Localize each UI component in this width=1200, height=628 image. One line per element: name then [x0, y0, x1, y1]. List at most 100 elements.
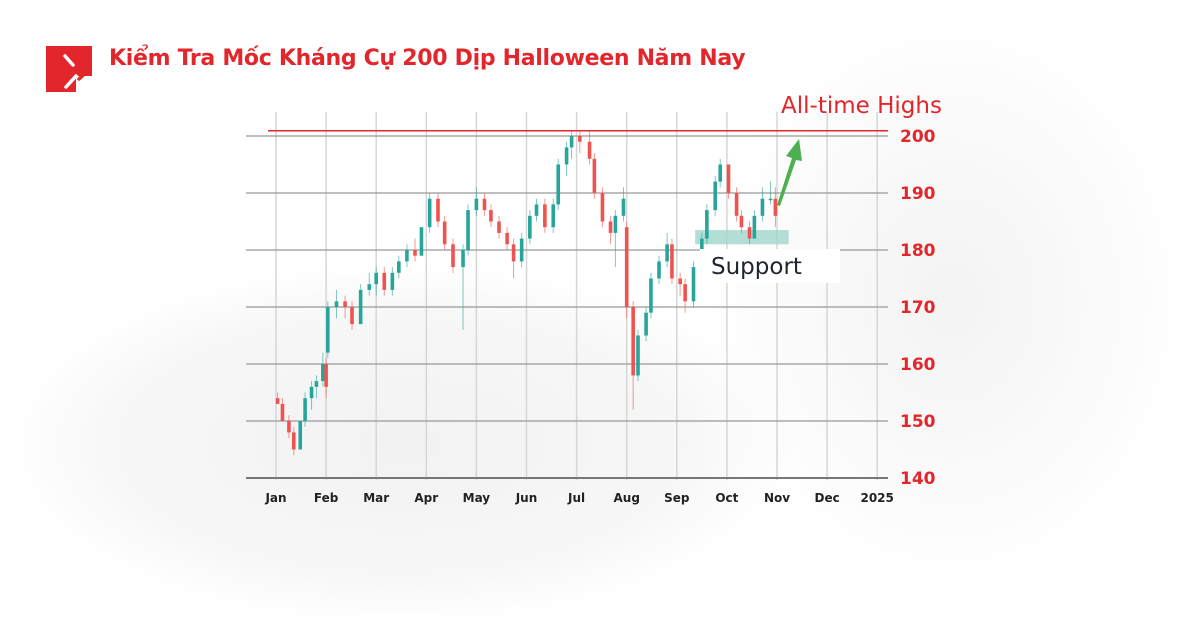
candle-body	[287, 421, 291, 433]
candle	[350, 301, 354, 330]
candle	[734, 187, 739, 222]
x-tick-label: Jan	[264, 491, 286, 505]
candle-body	[350, 307, 354, 325]
candle	[613, 210, 618, 268]
candle	[683, 278, 687, 313]
candle	[608, 215, 613, 245]
all-time-highs-label: All-time Highs	[781, 93, 942, 119]
candle	[321, 352, 325, 387]
candle	[713, 175, 718, 216]
candle-body	[326, 307, 330, 353]
candle-body	[752, 215, 757, 239]
candle	[390, 267, 395, 296]
candle-body	[489, 210, 493, 222]
candle	[324, 358, 328, 399]
x-tick-label: May	[463, 491, 491, 505]
candle-body	[280, 403, 285, 421]
candle	[397, 255, 401, 279]
candle-body	[713, 181, 718, 211]
candle	[600, 187, 605, 228]
candle	[534, 198, 539, 222]
candle-body	[657, 261, 661, 279]
candle	[631, 301, 635, 410]
candle	[511, 238, 516, 279]
candle	[505, 227, 509, 250]
x-tick-label: Oct	[715, 491, 738, 505]
candle	[280, 398, 285, 421]
candle	[705, 204, 709, 245]
y-tick-label: 160	[900, 355, 936, 375]
candle	[298, 421, 303, 450]
candle	[760, 187, 765, 222]
candle	[592, 153, 597, 199]
candle-body	[309, 386, 314, 399]
candle	[427, 193, 432, 233]
candle	[466, 204, 470, 256]
candle-body	[324, 364, 328, 387]
page-title: Kiểm Tra Mốc Kháng Cự 200 Dịp Halloween …	[109, 46, 746, 71]
candle-body	[321, 364, 325, 382]
candle	[461, 244, 465, 330]
candle	[326, 301, 330, 359]
candle-body	[551, 204, 556, 228]
background-shape	[0, 260, 800, 628]
candle-body	[343, 301, 347, 307]
y-tick-label: 200	[900, 127, 936, 147]
candle	[578, 130, 582, 154]
candle-body	[665, 244, 669, 262]
candle-body	[314, 381, 319, 387]
candle-body	[291, 432, 296, 450]
candle	[747, 221, 752, 245]
support-label-box	[700, 249, 840, 283]
candle-body	[358, 289, 363, 325]
candle	[343, 295, 347, 319]
candle-body	[670, 244, 674, 279]
candle-body	[543, 204, 547, 228]
candle-body	[705, 210, 709, 239]
candle-body	[747, 227, 752, 239]
x-tick-label: Mar	[363, 491, 389, 505]
candle	[636, 329, 640, 382]
x-tick-label: Aug	[613, 491, 639, 505]
candle-body	[528, 215, 532, 239]
candle-body	[436, 198, 440, 222]
brand-logo-icon	[46, 46, 92, 92]
candle-body	[397, 261, 401, 273]
candle	[442, 215, 447, 250]
candle	[497, 215, 501, 239]
candle	[621, 187, 626, 222]
candle-body	[474, 198, 479, 211]
candle	[275, 392, 280, 404]
candle	[569, 130, 574, 159]
x-tick-label: Nov	[764, 491, 790, 505]
candle-body	[734, 193, 739, 216]
support-zone	[695, 230, 789, 245]
candle-body	[413, 250, 417, 256]
candle-body	[275, 398, 280, 404]
candle-body	[556, 164, 561, 205]
candle-body	[382, 272, 387, 290]
candle	[665, 232, 669, 268]
candle	[367, 272, 372, 296]
candle	[419, 227, 424, 256]
candle	[358, 284, 363, 325]
y-tick-label: 150	[900, 412, 936, 432]
candle-body	[691, 267, 696, 302]
candle-body	[621, 198, 626, 216]
candle	[644, 307, 648, 342]
y-tick-label: 140	[900, 469, 936, 489]
x-tick-label: 2025	[860, 491, 893, 505]
candle-body	[534, 204, 539, 216]
candle	[489, 204, 493, 228]
candle-body	[636, 335, 640, 376]
candle	[303, 392, 307, 427]
candle	[482, 193, 487, 216]
candle	[691, 261, 696, 307]
candle-body	[644, 312, 648, 336]
candle	[543, 198, 547, 233]
candle-body	[334, 301, 339, 307]
candle	[657, 255, 661, 285]
candle	[649, 272, 653, 319]
candle-body	[578, 136, 582, 142]
